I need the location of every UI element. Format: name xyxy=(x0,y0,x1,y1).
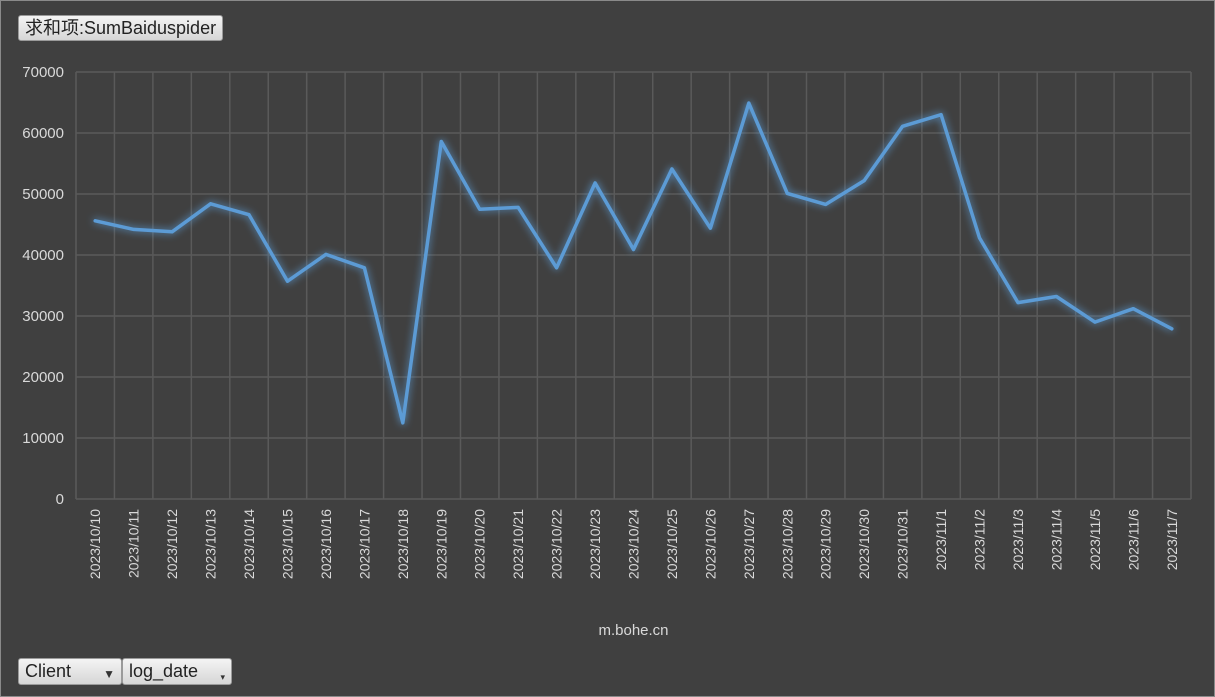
x-tick-label: 2023/10/23 xyxy=(587,509,603,579)
data-point xyxy=(747,101,751,105)
data-point xyxy=(209,202,213,206)
y-tick-label: 60000 xyxy=(22,125,64,142)
x-tick-label: 2023/10/29 xyxy=(818,509,834,579)
x-tick-label: 2023/10/30 xyxy=(856,509,872,579)
x-tick-label: 2023/10/11 xyxy=(126,509,142,578)
data-point xyxy=(939,113,943,117)
y-tick-label: 40000 xyxy=(22,247,64,264)
x-tick-label: 2023/10/17 xyxy=(356,509,372,579)
data-point xyxy=(170,230,174,234)
data-point xyxy=(1131,307,1135,311)
data-point xyxy=(785,191,789,195)
log-date-field-label: log_date xyxy=(129,661,199,681)
data-point xyxy=(1054,294,1058,298)
value-field-button[interactable]: 求和项:SumBaiduspider xyxy=(18,15,224,41)
data-point xyxy=(285,279,289,283)
x-tick-label: 2023/10/31 xyxy=(895,509,911,579)
x-tick-label: 2023/10/21 xyxy=(510,509,526,579)
x-tick-label: 2023/10/22 xyxy=(549,509,565,579)
data-point xyxy=(1016,301,1020,305)
data-point xyxy=(324,252,328,256)
x-tick-label: 2023/11/6 xyxy=(1125,509,1141,570)
x-tick-label: 2023/10/10 xyxy=(87,509,103,579)
log-date-field-button[interactable]: log_date ▾ xyxy=(122,658,232,685)
data-point xyxy=(670,167,674,171)
x-tick-label: 2023/10/28 xyxy=(779,509,795,579)
data-point xyxy=(901,124,905,128)
client-filter-button[interactable]: Client ▼ xyxy=(18,658,122,685)
x-tick-label: 2023/10/13 xyxy=(203,509,219,579)
y-tick-label: 0 xyxy=(56,491,64,508)
x-tick-label: 2023/10/12 xyxy=(164,509,180,579)
data-point xyxy=(555,266,559,270)
x-tick-label: 2023/11/1 xyxy=(933,509,949,570)
x-tick-label: 2023/10/18 xyxy=(395,509,411,579)
data-point xyxy=(632,248,635,252)
x-tick-label: 2023/10/16 xyxy=(318,509,334,579)
x-tick-label: 2023/10/14 xyxy=(241,509,257,579)
y-tick-label: 50000 xyxy=(22,186,64,203)
data-point xyxy=(1170,327,1174,331)
x-tick-label: 2023/10/25 xyxy=(664,509,680,579)
x-tick-label: 2023/10/15 xyxy=(279,509,295,579)
data-point xyxy=(247,213,251,217)
data-point xyxy=(708,226,712,230)
y-tick-label: 10000 xyxy=(22,430,64,447)
series-line xyxy=(93,101,1174,425)
data-point xyxy=(516,205,520,209)
data-point xyxy=(824,202,828,206)
series-group xyxy=(93,101,1174,425)
data-point xyxy=(593,181,597,185)
x-axis-ticks: 2023/10/10 2023/10/11 2023/10/12 2023/10/13… xyxy=(87,509,1180,579)
y-tick-label: 70000 xyxy=(22,64,64,81)
x-tick-label: 2023/10/26 xyxy=(702,509,718,579)
data-point xyxy=(362,266,366,270)
data-point xyxy=(862,179,866,183)
dropdown-arrow-icon: ▾ xyxy=(220,672,225,682)
data-point xyxy=(978,236,982,240)
y-axis-ticks: 0 10000 20000 30000 40000 50000 60000 70000 xyxy=(22,64,64,508)
x-tick-label: 2023/11/7 xyxy=(1164,509,1180,570)
filter-icon: ▼ xyxy=(103,667,115,681)
x-tick-label: 2023/11/3 xyxy=(1010,509,1026,570)
x-tick-label: 2023/10/20 xyxy=(472,509,488,579)
data-point xyxy=(1093,320,1097,324)
y-tick-label: 20000 xyxy=(22,369,64,386)
x-tick-label: 2023/10/27 xyxy=(741,509,757,579)
data-point xyxy=(439,140,443,144)
x-tick-label: 2023/11/5 xyxy=(1087,509,1103,570)
x-tick-label: 2023/11/4 xyxy=(1048,509,1064,570)
data-point xyxy=(478,207,482,211)
x-axis-title: m.bohe.cn xyxy=(598,622,668,639)
client-filter-label: Client xyxy=(25,661,72,681)
y-tick-label: 30000 xyxy=(22,308,64,325)
x-tick-label: 2023/10/24 xyxy=(626,509,642,579)
data-point xyxy=(401,421,405,425)
chart-grid xyxy=(75,71,1192,500)
data-point xyxy=(93,219,97,223)
data-point xyxy=(132,227,136,231)
x-tick-label: 2023/10/19 xyxy=(433,509,449,579)
x-tick-label: 2023/11/2 xyxy=(972,509,988,570)
